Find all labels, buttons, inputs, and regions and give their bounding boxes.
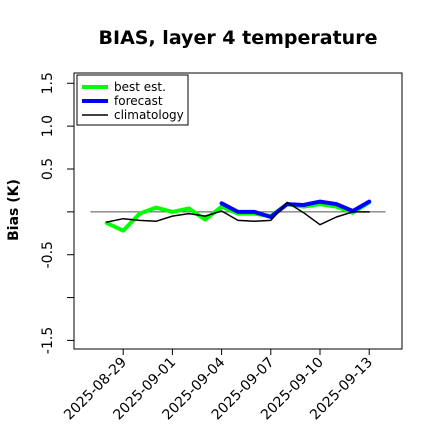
legend-box — [76, 74, 189, 126]
series-line-forecast — [219, 199, 372, 219]
y-tick-label: 0.5 — [40, 158, 56, 180]
legend-label: forecast — [114, 94, 163, 108]
y-tick-label: -1.5 — [40, 327, 56, 354]
legend-label: best est. — [114, 80, 166, 94]
series-line-climatology — [106, 201, 370, 226]
y-tick-label: 1.0 — [40, 115, 56, 137]
chart-title: BIAS, layer 4 temperature — [99, 27, 378, 49]
y-tick-label: -0.5 — [40, 241, 56, 268]
plot-area: -1.5-0.50.51.01.52025-08-292025-09-01202… — [40, 72, 403, 423]
y-tick-label: 1.5 — [40, 72, 56, 94]
legend-label: climatology — [114, 108, 184, 122]
plot-frame — [73, 72, 403, 350]
y-axis-label: Bias (K) — [6, 179, 22, 241]
series-line-best-est — [104, 200, 372, 233]
